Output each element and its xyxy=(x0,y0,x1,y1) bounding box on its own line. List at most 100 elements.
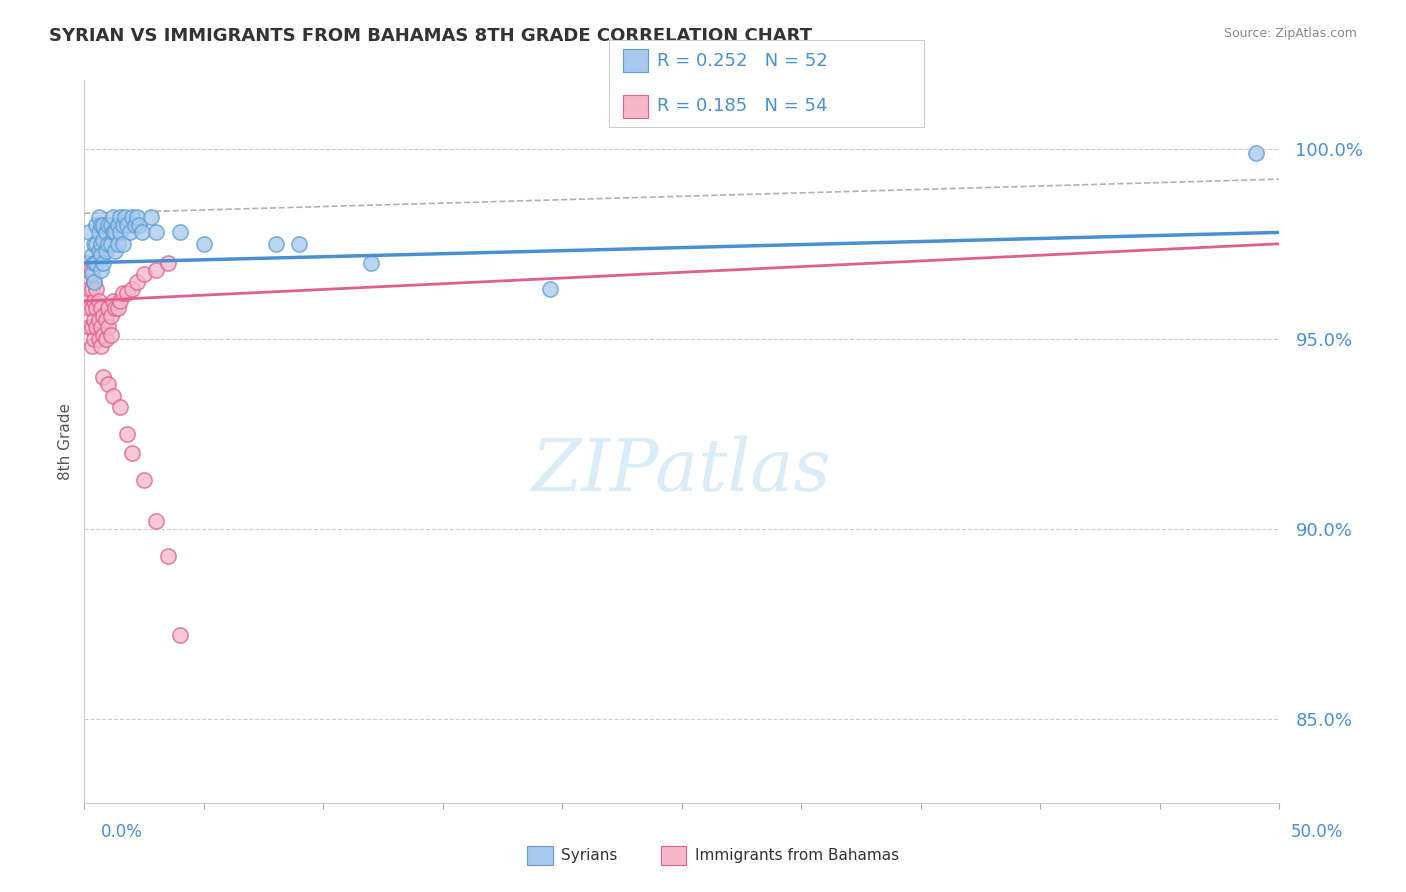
Point xyxy=(97,218,120,232)
Point xyxy=(264,236,287,251)
Point xyxy=(76,256,98,270)
Point xyxy=(193,236,215,251)
Point xyxy=(87,332,110,346)
Point xyxy=(128,218,150,232)
Point xyxy=(97,377,120,392)
Point xyxy=(169,226,191,240)
Text: 0.0%: 0.0% xyxy=(101,822,143,840)
Point xyxy=(90,248,112,262)
Point xyxy=(94,332,117,346)
Point xyxy=(80,339,103,353)
Point xyxy=(93,370,115,384)
Point xyxy=(100,309,122,323)
Text: Immigrants from Bahamas: Immigrants from Bahamas xyxy=(695,848,898,863)
Text: Source: ZipAtlas.com: Source: ZipAtlas.com xyxy=(1223,27,1357,40)
Point xyxy=(80,267,103,281)
Point xyxy=(87,226,110,240)
Point xyxy=(90,301,112,316)
Point xyxy=(107,236,129,251)
Point xyxy=(83,332,105,346)
Text: 50.0%: 50.0% xyxy=(1291,822,1343,840)
Point xyxy=(80,301,103,316)
Point xyxy=(121,282,143,296)
Point xyxy=(83,275,105,289)
Point xyxy=(87,210,110,224)
Point xyxy=(86,301,108,316)
Text: R = 0.252   N = 52: R = 0.252 N = 52 xyxy=(657,52,827,70)
Text: SYRIAN VS IMMIGRANTS FROM BAHAMAS 8TH GRADE CORRELATION CHART: SYRIAN VS IMMIGRANTS FROM BAHAMAS 8TH GR… xyxy=(49,27,813,45)
Point xyxy=(141,210,163,224)
Point xyxy=(145,515,167,529)
Point xyxy=(86,256,108,270)
Point xyxy=(360,256,382,270)
Point xyxy=(111,286,134,301)
Point xyxy=(83,236,105,251)
Point xyxy=(86,218,108,232)
Point xyxy=(124,218,146,232)
Text: ZIPatlas: ZIPatlas xyxy=(531,435,832,506)
Point xyxy=(110,293,132,308)
Point xyxy=(288,236,311,251)
Point xyxy=(104,244,127,259)
Point xyxy=(83,293,105,308)
Point xyxy=(157,256,180,270)
Point xyxy=(132,473,156,487)
Point xyxy=(110,401,132,415)
Point xyxy=(77,301,100,316)
Point xyxy=(80,282,103,296)
Point xyxy=(125,275,148,289)
Point xyxy=(101,389,124,403)
Point xyxy=(90,339,112,353)
Point xyxy=(97,236,120,251)
Point xyxy=(83,256,105,270)
Point xyxy=(87,313,110,327)
Point xyxy=(97,301,120,316)
Point xyxy=(132,267,156,281)
Point xyxy=(111,218,134,232)
Point xyxy=(121,446,143,460)
Point xyxy=(90,218,112,232)
Point xyxy=(77,263,100,277)
Point xyxy=(100,236,122,251)
Text: R = 0.185   N = 54: R = 0.185 N = 54 xyxy=(657,97,827,115)
Point xyxy=(80,263,103,277)
Point xyxy=(87,293,110,308)
Point xyxy=(83,275,105,289)
Point xyxy=(107,301,129,316)
Point xyxy=(107,218,129,232)
Point xyxy=(117,286,139,301)
Point xyxy=(104,226,127,240)
Point xyxy=(90,263,112,277)
Point xyxy=(540,282,562,296)
Point xyxy=(83,313,105,327)
Point xyxy=(169,628,191,642)
Point xyxy=(111,236,134,251)
Point xyxy=(86,282,108,296)
Point xyxy=(125,210,148,224)
Point xyxy=(117,218,139,232)
Point xyxy=(100,328,122,343)
Point xyxy=(86,236,108,251)
Point xyxy=(76,293,98,308)
Point xyxy=(110,226,132,240)
Point xyxy=(90,320,112,334)
Point xyxy=(80,320,103,334)
Point xyxy=(101,293,124,308)
Point xyxy=(117,426,139,441)
Point xyxy=(104,301,127,316)
Point xyxy=(157,549,180,563)
Point xyxy=(114,210,136,224)
Point xyxy=(93,256,115,270)
Point xyxy=(94,313,117,327)
Point xyxy=(110,210,132,224)
Point xyxy=(118,226,141,240)
Point xyxy=(86,320,108,334)
Point xyxy=(87,244,110,259)
Point xyxy=(145,226,167,240)
Text: Syrians: Syrians xyxy=(561,848,617,863)
Point xyxy=(131,226,153,240)
Point xyxy=(76,275,98,289)
Point xyxy=(1244,145,1267,160)
Point xyxy=(77,282,100,296)
Point xyxy=(94,244,117,259)
